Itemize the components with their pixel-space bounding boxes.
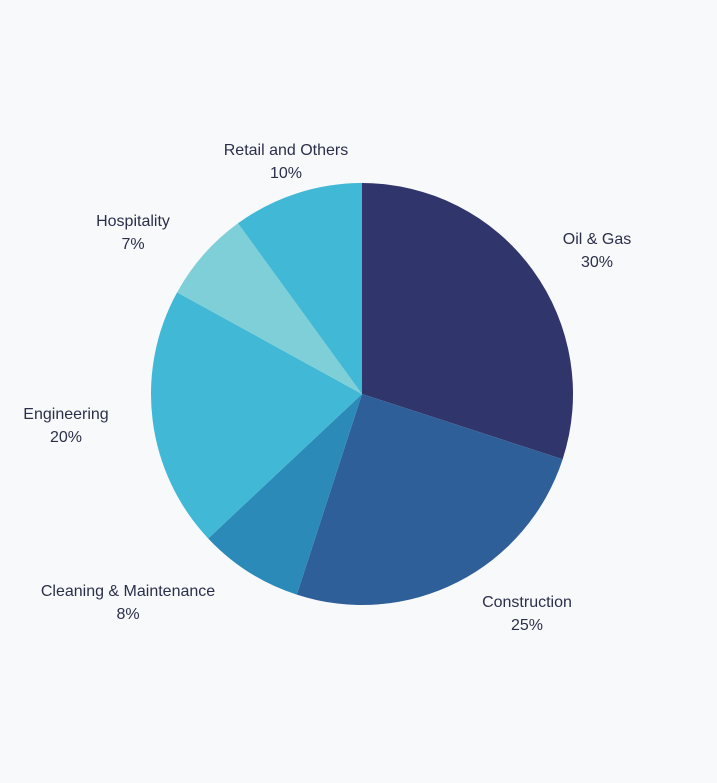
slice-label-oil-and-gas: Oil & Gas 30%: [563, 231, 631, 271]
slice-label-construction: Construction 25%: [482, 594, 572, 634]
slice-value-label: 20%: [50, 429, 82, 446]
pie-slice-cleaning-and-maintenance: [208, 394, 362, 595]
slice-name-label: Construction: [482, 594, 572, 611]
slice-name-label: Hospitality: [96, 213, 170, 230]
pie-slice-hospitality: [177, 223, 362, 394]
pie-slices: [150, 183, 573, 605]
slice-label-retail-and-others: Retail and Others 10%: [224, 142, 349, 182]
pie-slice-oil-and-gas: [362, 183, 573, 460]
slice-value-label: 10%: [270, 165, 302, 182]
pie-slice-retail-and-others: [237, 183, 362, 394]
slice-label-engineering: Engineering 20%: [23, 406, 108, 446]
pie-labels: Oil & Gas 30% Construction 25% Cleaning & Ma…: [23, 142, 631, 634]
slice-label-cleaning-and-maintenance: Cleaning & Maintenance 8%: [41, 583, 215, 623]
slice-name-label: Engineering: [23, 406, 108, 423]
slice-value-label: 25%: [511, 617, 543, 634]
slice-name-label: Cleaning & Maintenance: [41, 583, 215, 600]
slice-name-label: Retail and Others: [224, 142, 349, 159]
slice-value-label: 30%: [581, 254, 613, 271]
pie-slice-construction: [296, 394, 563, 605]
pie-slice-engineering: [150, 292, 362, 539]
slice-value-label: 7%: [121, 236, 144, 253]
slice-name-label: Oil & Gas: [563, 231, 631, 248]
slice-value-label: 8%: [116, 606, 139, 623]
slice-label-hospitality: Hospitality 7%: [96, 213, 170, 253]
